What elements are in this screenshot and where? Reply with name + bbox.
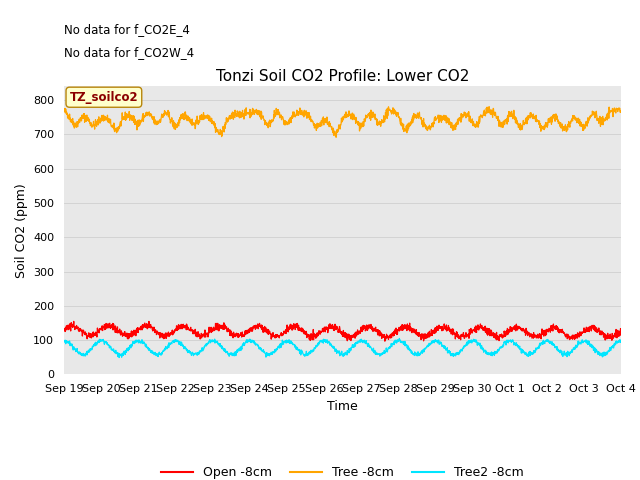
Tree -8cm bbox=[601, 117, 609, 122]
Tree -8cm bbox=[602, 117, 609, 123]
Tree2 -8cm bbox=[601, 351, 609, 357]
Tree2 -8cm bbox=[60, 339, 68, 345]
Tree2 -8cm bbox=[88, 343, 96, 349]
Line: Tree -8cm: Tree -8cm bbox=[64, 107, 621, 137]
Tree2 -8cm bbox=[331, 348, 339, 354]
Title: Tonzi Soil CO2 Profile: Lower CO2: Tonzi Soil CO2 Profile: Lower CO2 bbox=[216, 69, 469, 84]
Tree2 -8cm bbox=[396, 336, 403, 341]
Y-axis label: Soil CO2 (ppm): Soil CO2 (ppm) bbox=[15, 183, 28, 278]
Open -8cm bbox=[617, 328, 625, 334]
Text: TZ_soilco2: TZ_soilco2 bbox=[70, 91, 138, 104]
Tree2 -8cm bbox=[316, 338, 324, 344]
Line: Open -8cm: Open -8cm bbox=[64, 322, 621, 341]
Tree -8cm bbox=[316, 122, 324, 128]
Tree2 -8cm bbox=[115, 355, 123, 360]
Text: No data for f_CO2W_4: No data for f_CO2W_4 bbox=[64, 46, 194, 59]
Text: No data for f_CO2E_4: No data for f_CO2E_4 bbox=[64, 23, 190, 36]
Open -8cm bbox=[381, 338, 388, 344]
Open -8cm bbox=[601, 334, 609, 340]
Tree -8cm bbox=[88, 122, 96, 128]
Line: Tree2 -8cm: Tree2 -8cm bbox=[64, 338, 621, 358]
Open -8cm bbox=[70, 319, 77, 324]
Tree -8cm bbox=[485, 104, 493, 109]
Tree2 -8cm bbox=[499, 343, 507, 348]
Tree -8cm bbox=[617, 109, 625, 115]
Open -8cm bbox=[331, 321, 339, 327]
Tree2 -8cm bbox=[617, 339, 625, 345]
Open -8cm bbox=[60, 327, 68, 333]
Tree -8cm bbox=[499, 124, 507, 130]
Open -8cm bbox=[316, 331, 324, 337]
X-axis label: Time: Time bbox=[327, 400, 358, 413]
Open -8cm bbox=[499, 334, 507, 340]
Tree2 -8cm bbox=[602, 353, 609, 359]
Tree -8cm bbox=[60, 107, 68, 113]
Tree -8cm bbox=[332, 134, 340, 140]
Open -8cm bbox=[602, 337, 609, 343]
Tree -8cm bbox=[331, 128, 339, 134]
Open -8cm bbox=[89, 330, 97, 336]
Legend: Open -8cm, Tree -8cm, Tree2 -8cm: Open -8cm, Tree -8cm, Tree2 -8cm bbox=[156, 461, 529, 480]
